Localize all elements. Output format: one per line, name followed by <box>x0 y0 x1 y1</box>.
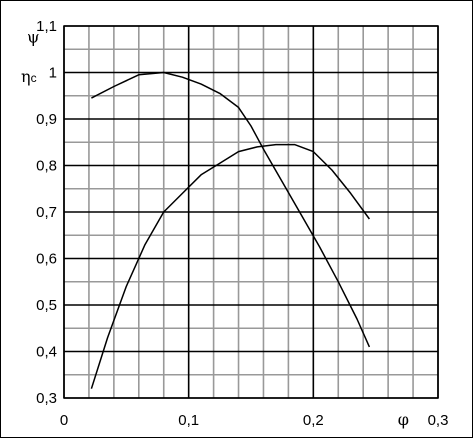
y-axis-label-psi: ψ <box>27 27 40 46</box>
y-tick-label: 0,3 <box>36 390 57 407</box>
y-tick-label: 0,9 <box>36 111 57 128</box>
series-line-1 <box>91 71 371 348</box>
y-tick-label: 0,4 <box>36 344 57 361</box>
y-tick-label: 1 <box>49 65 57 82</box>
x-tick-label: 0 <box>60 412 68 429</box>
y-tick-label: 0,6 <box>36 251 57 268</box>
y-tick-labels: 0,3 0,4 0,5 0,6 0,7 0,8 0,9 1 1,1 <box>36 18 57 407</box>
x-tick-labels: 0 0,1 0,2 0,3 <box>60 412 449 429</box>
x-tick-label: 0,3 <box>428 412 449 429</box>
series-line-2 <box>90 143 371 389</box>
x-tick-label: 0,2 <box>303 412 324 429</box>
y-axis-label-eta: ηc <box>21 67 37 86</box>
y-tick-label: 1,1 <box>36 18 57 35</box>
series-layer <box>90 71 371 389</box>
x-tick-label: 0,1 <box>178 412 199 429</box>
y-tick-label: 0,8 <box>36 158 57 175</box>
grid-major <box>63 25 439 399</box>
y-tick-label: 0,5 <box>36 297 57 314</box>
grid-minor <box>64 26 438 398</box>
y-tick-label: 0,7 <box>36 204 57 221</box>
plot-border <box>63 25 439 399</box>
y-axis-label-eta-symbol: η <box>21 67 31 86</box>
x-axis-label: φ <box>398 410 409 429</box>
y-axis-label-eta-subscript: c <box>31 71 37 85</box>
